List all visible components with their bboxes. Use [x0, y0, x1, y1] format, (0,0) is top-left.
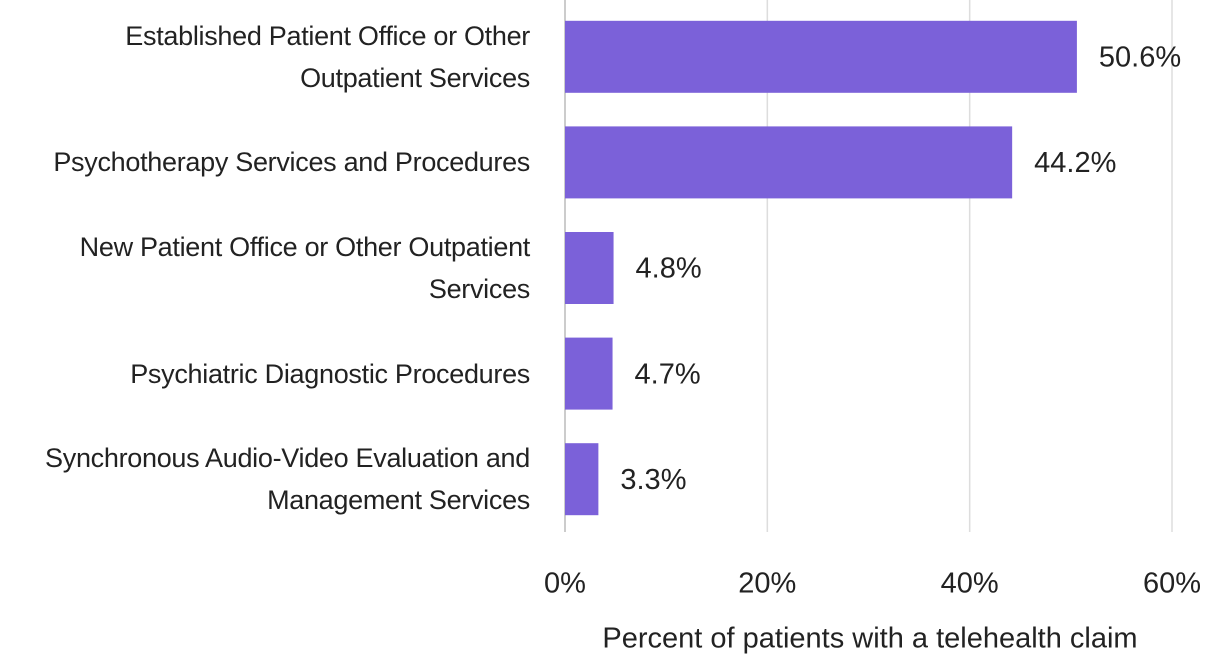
x-tick-label: 60% [1143, 568, 1201, 600]
bar [565, 337, 613, 410]
value-label: 3.3% [620, 464, 686, 496]
x-tick-label: 0% [544, 568, 586, 600]
x-tick-label: 40% [941, 568, 999, 600]
category-label: New Patient Office or Other Outpatient S… [79, 232, 531, 304]
category-label: Established Patient Office or Other Outp… [125, 20, 530, 93]
value-label: 50.6% [1099, 41, 1181, 73]
x-tick-label: 20% [738, 568, 796, 600]
bar [565, 126, 1013, 199]
bar [565, 443, 599, 516]
value-label: 4.8% [636, 253, 702, 285]
category-label: Psychotherapy Services and Procedures [53, 147, 530, 178]
bar [565, 20, 1077, 93]
bar [565, 232, 614, 304]
category-label: Psychiatric Diagnostic Procedures [130, 358, 530, 389]
value-label: 44.2% [1034, 147, 1116, 179]
x-axis-label: Percent of patients with a telehealth cl… [602, 623, 1137, 655]
value-label: 4.7% [635, 358, 701, 390]
category-label: Synchronous Audio-Video Evaluation and M… [45, 443, 530, 516]
